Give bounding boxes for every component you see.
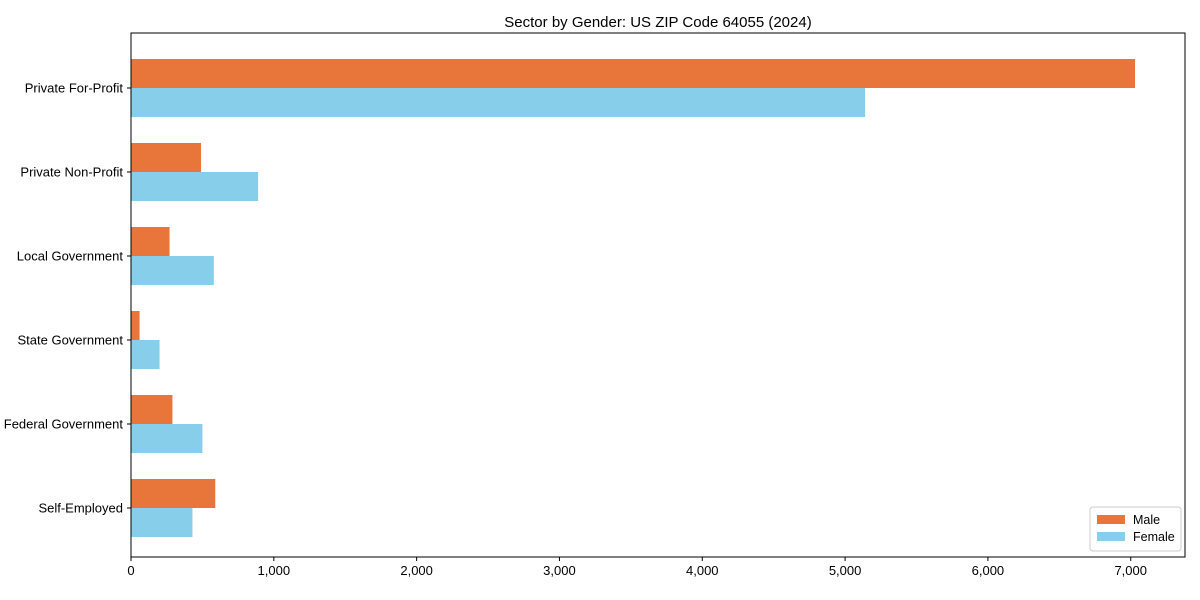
x-tick-label: 4,000 xyxy=(686,563,719,578)
x-tick-label: 6,000 xyxy=(972,563,1005,578)
bar-female-federal-government xyxy=(131,424,203,453)
bar-female-private-for-profit xyxy=(131,88,866,117)
bar-female-local-government xyxy=(131,256,214,285)
x-tick-label: 0 xyxy=(127,563,134,578)
x-tick-label: 7,000 xyxy=(1114,563,1147,578)
category-label-local-government: Local Government xyxy=(17,249,124,264)
bar-male-federal-government xyxy=(131,395,173,424)
x-tick-label: 1,000 xyxy=(258,563,291,578)
bar-female-state-government xyxy=(131,340,160,369)
chart-title: Sector by Gender: US ZIP Code 64055 (202… xyxy=(504,14,811,31)
bar-male-local-government xyxy=(131,227,170,256)
category-label-private-for-profit: Private For-Profit xyxy=(25,81,124,96)
x-tick-label: 3,000 xyxy=(543,563,576,578)
plot-area: 0 1,000 2,000 3,000 4,000 5,000 6,000 7,000 Priv… xyxy=(4,32,1186,578)
legend-label-female: Female xyxy=(1133,530,1175,544)
bar-male-state-government xyxy=(131,311,140,340)
bar-male-private-for-profit xyxy=(131,59,1136,88)
legend-swatch-female xyxy=(1097,532,1125,541)
category-label-self-employed: Self-Employed xyxy=(38,501,123,516)
bar-male-private-non-profit xyxy=(131,143,201,172)
category-label-state-government: State Government xyxy=(18,333,124,348)
bar-female-private-non-profit xyxy=(131,172,259,201)
x-tick-label: 2,000 xyxy=(400,563,433,578)
category-label-private-non-profit: Private Non-Profit xyxy=(20,165,123,180)
plot-border xyxy=(130,32,1186,558)
category-label-federal-government: Federal Government xyxy=(4,417,124,432)
legend: Male Female xyxy=(1089,506,1182,552)
bar-female-self-employed xyxy=(131,508,193,537)
legend-label-male: Male xyxy=(1133,513,1160,527)
bar-male-self-employed xyxy=(131,479,216,508)
legend-swatch-male xyxy=(1097,515,1125,524)
x-tick-label: 5,000 xyxy=(829,563,862,578)
